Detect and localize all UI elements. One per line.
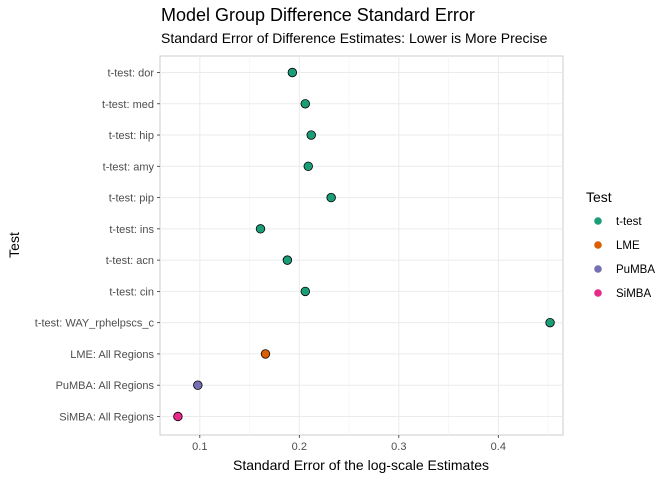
x-tick-label: 0.3 bbox=[391, 441, 406, 453]
y-tick-label: t-test: med bbox=[102, 99, 154, 111]
legend-key bbox=[594, 217, 602, 225]
legend-key bbox=[594, 241, 602, 249]
y-tick-label: SiMBA: All Regions bbox=[59, 411, 154, 423]
data-point bbox=[282, 255, 293, 265]
legend-key bbox=[594, 265, 602, 273]
chart-subtitle: Standard Error of Difference Estimates: … bbox=[161, 30, 548, 46]
data-point bbox=[326, 192, 336, 203]
data-point bbox=[193, 380, 203, 390]
data-point bbox=[545, 317, 555, 328]
y-tick-labels: t-test: dor t-test: med t-test: hip t-test:… bbox=[35, 68, 160, 423]
y-tick-label: t-test: dor bbox=[108, 68, 155, 80]
data-point bbox=[173, 411, 183, 422]
legend-label: SiMBA bbox=[616, 288, 651, 300]
x-tick-labels: 0.1 0.2 0.3 0.4 bbox=[192, 435, 506, 453]
y-tick-label: t-test: amy bbox=[103, 161, 155, 173]
y-tick-label: t-test: WAY_rphelpscs_c bbox=[35, 318, 155, 330]
data-point bbox=[255, 224, 266, 234]
y-tick-label: LME: All Regions bbox=[70, 349, 154, 361]
legend-label: LME bbox=[616, 240, 640, 252]
legend-title: Test bbox=[586, 189, 612, 205]
legend-items: t-test LME PuMBA SiMBA bbox=[594, 216, 655, 300]
y-axis-title: Test bbox=[6, 232, 22, 258]
data-point bbox=[306, 130, 316, 140]
chart-title: Model Group Difference Standard Error bbox=[161, 5, 475, 25]
x-tick-label: 0.1 bbox=[192, 441, 207, 453]
x-axis-title: Standard Error of the log-scale Estimate… bbox=[233, 457, 489, 473]
y-tick-label: t-test: ins bbox=[109, 224, 154, 236]
data-point bbox=[300, 286, 310, 297]
y-tick-label: t-test: hip bbox=[109, 130, 154, 142]
y-tick-label: t-test: acn bbox=[106, 255, 154, 267]
legend: Test t-test LME PuMBA SiMBA bbox=[586, 189, 655, 300]
y-tick-label: t-test: cin bbox=[109, 286, 154, 298]
data-point bbox=[300, 99, 310, 109]
legend-key bbox=[594, 289, 602, 297]
x-tick-label: 0.4 bbox=[491, 441, 506, 453]
y-tick-label: PuMBA: All Regions bbox=[56, 380, 155, 392]
plot-panel bbox=[159, 55, 564, 436]
legend-label: t-test bbox=[616, 216, 642, 228]
data-points bbox=[173, 67, 555, 422]
grid-lines bbox=[160, 56, 563, 435]
data-point bbox=[260, 349, 271, 359]
data-point bbox=[287, 67, 298, 78]
y-tick-label: t-test: pip bbox=[109, 193, 154, 205]
x-tick-label: 0.2 bbox=[292, 441, 307, 453]
legend-label: PuMBA bbox=[616, 264, 655, 276]
data-point bbox=[303, 161, 313, 172]
